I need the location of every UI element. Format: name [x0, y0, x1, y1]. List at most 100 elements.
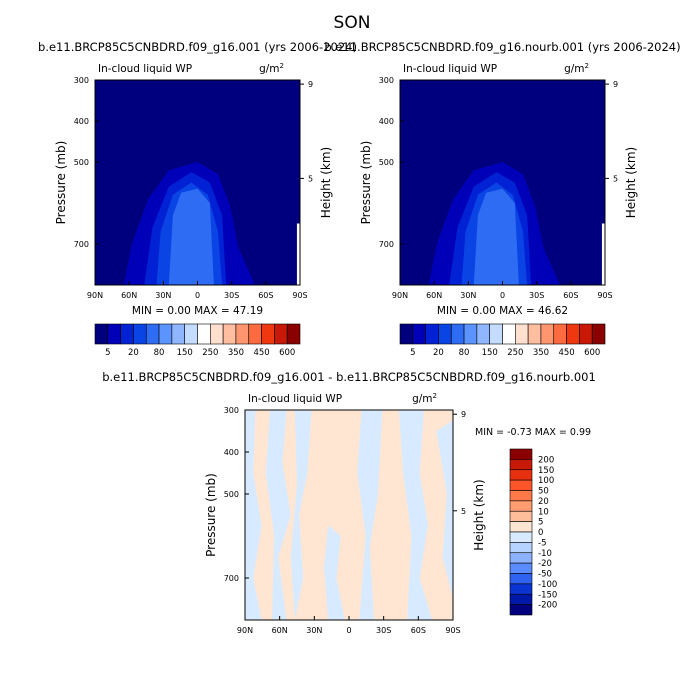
colorbar-swatch	[502, 323, 516, 345]
colorbar-label: 80	[154, 348, 165, 358]
colorbar-swatch	[509, 500, 533, 512]
panel-title: b.e11.BRCP85C5CNBDRD.f09_g16.001 - b.e11…	[102, 370, 596, 384]
colorbar-swatch	[509, 542, 533, 554]
colorbar-label: 350	[533, 348, 549, 358]
variable-label: In-cloud liquid WP	[98, 63, 192, 75]
colorbar-label: 600	[584, 348, 600, 358]
y-axis-title: Pressure (mb)	[359, 141, 373, 225]
right-y-axis-title: Height (km)	[624, 147, 638, 218]
difference-region-2	[265, 410, 291, 620]
colorbar-swatch	[158, 323, 173, 345]
colorbar-swatch	[450, 323, 465, 345]
colorbar-swatch	[120, 323, 134, 345]
difference-region-3	[290, 410, 312, 620]
colorbar-swatch	[509, 552, 533, 564]
colorbar-label: 20	[433, 348, 444, 358]
colorbar-label: 100	[538, 476, 554, 486]
colorbar-swatch	[515, 323, 529, 345]
colorbar-swatch	[591, 323, 606, 345]
difference-region-7	[436, 420, 453, 599]
colorbar-label: -50	[538, 570, 552, 580]
colorbar-swatch	[248, 323, 262, 345]
colorbar-label: -150	[538, 590, 557, 600]
min-max-label: MIN = 0.00 MAX = 47.19	[132, 305, 263, 317]
units-label: g/m2	[259, 62, 284, 75]
y-tick-label: 300	[379, 76, 394, 85]
colorbar-swatch	[210, 323, 224, 345]
x-tick-label: 60N	[121, 291, 137, 300]
colorbar-swatch	[274, 323, 288, 345]
colorbar-label: -100	[538, 580, 557, 590]
y-tick-label: 700	[379, 240, 394, 249]
x-tick-label: 90N	[87, 291, 103, 300]
colorbar-label: 250	[507, 348, 523, 358]
colorbar-swatch	[540, 323, 555, 345]
difference-region-6	[398, 410, 433, 620]
x-tick-label: 30S	[376, 626, 391, 635]
colorbar-swatch	[566, 323, 580, 345]
colorbar-swatch	[94, 323, 109, 345]
y-tick-label: 300	[74, 76, 89, 85]
difference-region-4	[324, 525, 345, 620]
colorbar-swatch	[509, 510, 533, 522]
colorbar-swatch	[509, 469, 533, 481]
x-tick-label: 30S	[224, 291, 239, 300]
colorbar-label: 150	[177, 348, 193, 358]
difference-region-5	[357, 410, 383, 620]
y-axis-title: Pressure (mb)	[54, 141, 68, 225]
x-tick-label: 60S	[411, 626, 426, 635]
colorbar-label: 350	[228, 348, 244, 358]
colorbar-swatch	[261, 323, 275, 345]
variable-label: In-cloud liquid WP	[248, 393, 342, 405]
colorbar-swatch	[527, 323, 542, 345]
right-y-tick-label: 9	[613, 80, 618, 89]
colorbar-swatch	[286, 323, 301, 345]
colorbar-label: 0	[538, 528, 543, 538]
colorbar-swatch	[184, 323, 198, 345]
y-tick-label: 400	[224, 448, 239, 457]
colorbar-label: 450	[558, 348, 574, 358]
y-tick-label: 500	[74, 158, 89, 167]
units-exponent: 2	[280, 62, 284, 70]
panel-top-right: b.e11.BRCP85C5CNBDRD.f09_g16.nourb.001 (…	[324, 40, 680, 358]
colorbar-label: 50	[538, 487, 549, 497]
colorbar-label: -20	[538, 559, 552, 569]
colorbar-label: 5	[410, 348, 415, 358]
right-y-tick-label: 9	[461, 410, 466, 419]
colorbar-label: 10	[538, 507, 549, 517]
x-tick-label: 60N	[426, 291, 442, 300]
colorbar-swatch	[579, 323, 593, 345]
colorbar-label: 80	[459, 348, 470, 358]
y-tick-label: 700	[224, 574, 239, 583]
y-tick-label: 400	[379, 117, 394, 126]
colorbar-swatch	[476, 323, 490, 345]
units-label: g/m2	[564, 62, 589, 75]
x-tick-label: 90N	[392, 291, 408, 300]
colorbar-swatch	[463, 323, 478, 345]
right-y-axis-title: Height (km)	[319, 147, 333, 218]
y-tick-label: 700	[74, 240, 89, 249]
colorbar-swatch	[509, 604, 533, 616]
colorbar-swatch	[145, 323, 160, 345]
right-y-tick-label: 5	[613, 174, 618, 183]
missing-data-strip	[296, 223, 300, 285]
colorbar-label: 5	[105, 348, 110, 358]
y-tick-label: 400	[74, 117, 89, 126]
y-tick-label: 300	[224, 406, 239, 415]
units-label: g/m2	[412, 392, 437, 405]
colorbar-swatch	[509, 531, 533, 543]
x-tick-label: 30S	[529, 291, 544, 300]
min-max-label: MIN = 0.00 MAX = 46.62	[437, 305, 568, 317]
variable-label: In-cloud liquid WP	[403, 63, 497, 75]
colorbar-label: 150	[482, 348, 498, 358]
colorbar-swatch	[438, 323, 452, 345]
x-tick-label: 90S	[597, 291, 612, 300]
x-tick-label: 90S	[445, 626, 460, 635]
colorbar-swatch	[509, 521, 533, 533]
colorbar-swatch	[509, 573, 533, 585]
x-tick-label: 90N	[237, 626, 253, 635]
x-tick-label: 30N	[155, 291, 171, 300]
x-tick-label: 30N	[460, 291, 476, 300]
y-tick-label: 500	[379, 158, 394, 167]
